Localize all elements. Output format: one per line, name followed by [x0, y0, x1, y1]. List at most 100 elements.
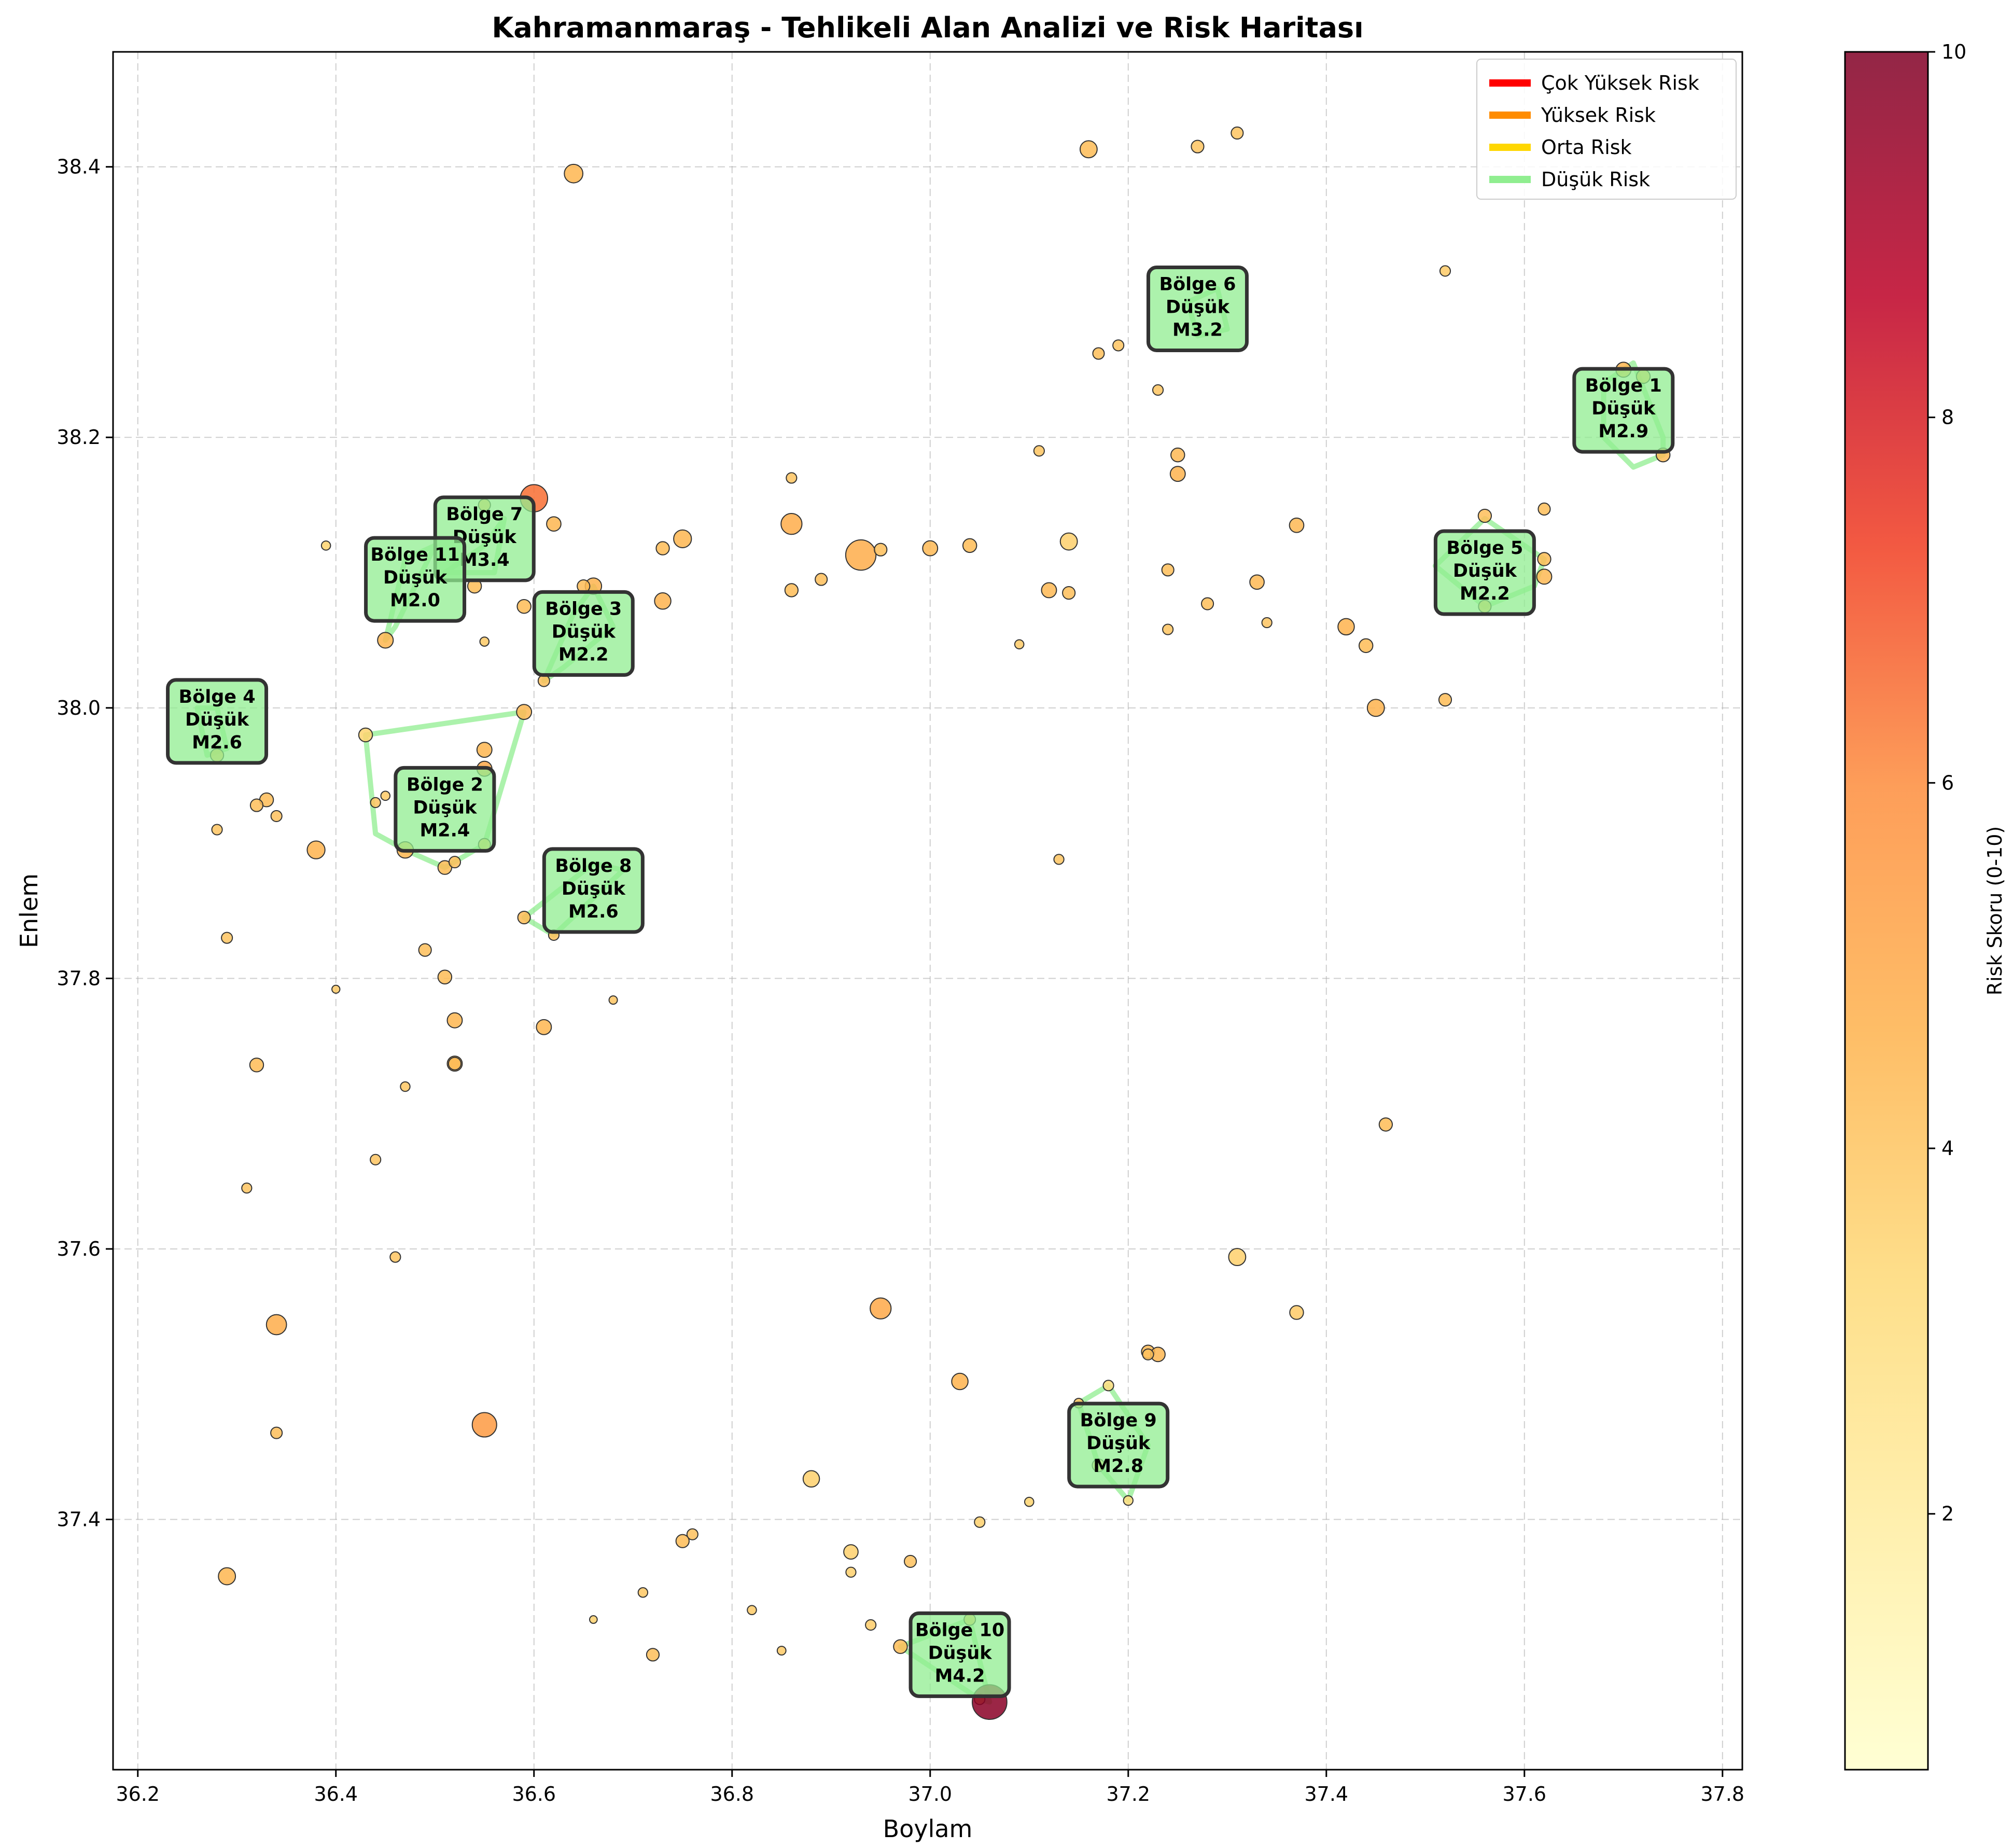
- earthquake-point: [320, 540, 331, 551]
- earthquake-point: [1378, 1117, 1393, 1132]
- earthquake-point: [1537, 552, 1551, 566]
- earthquake-point: [922, 540, 939, 557]
- earthquake-point: [786, 472, 798, 484]
- zone-label-box: [364, 536, 467, 623]
- zone-magnitude: M3.2: [1172, 319, 1223, 340]
- x-axis-label: Boylam: [883, 1815, 973, 1843]
- earthquake-point: [380, 790, 391, 801]
- zone-risk-level: Düşük: [552, 621, 616, 642]
- earthquake-point: [1228, 1248, 1247, 1267]
- earthquake-point: [516, 599, 532, 614]
- earthquake-point: [1079, 140, 1098, 159]
- earthquake-point: [974, 1516, 986, 1528]
- zone-magnitude: M2.9: [1598, 421, 1648, 442]
- earthquake-point: [537, 674, 550, 687]
- zone-name: Bölge 2: [407, 774, 483, 795]
- legend-label: Orta Risk: [1541, 136, 1632, 159]
- earthquake-point: [962, 538, 977, 553]
- y-tick-label: 37.4: [57, 1508, 101, 1531]
- y-axis-label: Enlem: [15, 873, 43, 948]
- earthquake-point: [448, 1057, 462, 1071]
- legend-box: [1476, 59, 1737, 200]
- earthquake-point: [211, 824, 223, 836]
- earthquake-point: [1152, 384, 1164, 396]
- zone-name: Bölge 6: [1159, 274, 1236, 295]
- earthquake-point: [446, 1012, 463, 1029]
- legend-label: Çok Yüksek Risk: [1541, 72, 1699, 94]
- earthquake-point: [608, 995, 618, 1005]
- earthquake-point: [516, 704, 533, 720]
- x-tick-label: 36.6: [512, 1783, 556, 1805]
- earthquake-point: [1201, 597, 1214, 610]
- earthquake-point: [400, 1081, 411, 1092]
- earthquake-point: [564, 163, 584, 184]
- earthquake-point: [1142, 1348, 1154, 1360]
- x-axis-ticks: 36.2 36.4 36.6 36.8 37.0 37.2 37.4 37.6 37.8: [116, 1770, 1744, 1805]
- x-tick-label: 37.2: [1106, 1783, 1150, 1805]
- plot-frame: [112, 51, 1743, 1771]
- zone-label-box: [908, 1611, 1011, 1698]
- earthquake-point: [249, 1058, 264, 1073]
- zone-label-box: [394, 766, 496, 853]
- zone-risk-level: Düşük: [1453, 561, 1517, 581]
- earthquake-point: [471, 1412, 497, 1438]
- colorbar-tick-label: 2: [1941, 1503, 1954, 1525]
- x-tick-label: 36.4: [314, 1783, 358, 1805]
- y-tick-label: 38.0: [57, 697, 101, 719]
- earthquake-point: [845, 1566, 857, 1578]
- earthquake-point: [517, 910, 531, 925]
- zone-magnitude: M2.0: [390, 590, 440, 611]
- y-tick-label: 38.2: [57, 426, 101, 449]
- zone-risk-level: Düşük: [413, 797, 477, 818]
- earthquake-point: [747, 1605, 757, 1616]
- zone-name: Bölge 4: [179, 687, 256, 707]
- earthquake-point: [1337, 618, 1355, 636]
- earthquake-point: [802, 1470, 820, 1488]
- colorbar-tick-label: 8: [1941, 406, 1954, 429]
- colorbar-tick-label: 4: [1941, 1137, 1954, 1160]
- earthquake-point: [776, 1646, 787, 1656]
- earthquake-point: [893, 1639, 908, 1654]
- x-tick-label: 37.0: [908, 1783, 952, 1805]
- x-tick-label: 37.8: [1700, 1783, 1744, 1805]
- zone-magnitude: M2.6: [192, 732, 242, 753]
- earthquake-point: [1112, 339, 1125, 352]
- zone-magnitude: M2.2: [1460, 583, 1510, 604]
- zone-label-box: [1067, 1401, 1170, 1489]
- legend-label: Yüksek Risk: [1541, 104, 1656, 127]
- earthquake-point: [306, 840, 326, 859]
- zone-label-box: [542, 847, 645, 934]
- earthquake-point: [249, 798, 264, 812]
- earthquake-point: [1123, 1495, 1134, 1506]
- earthquake-points: [209, 126, 1671, 1720]
- earthquake-point: [1102, 1380, 1114, 1392]
- earthquake-point: [1289, 1305, 1304, 1320]
- earthquake-point: [370, 1154, 382, 1165]
- earthquake-point: [536, 1019, 552, 1035]
- earthquake-point: [655, 541, 670, 555]
- earthquake-point: [784, 583, 799, 598]
- earthquake-point: [1062, 586, 1076, 600]
- earthquake-point: [1537, 502, 1551, 516]
- zone-name: Bölge 11: [370, 545, 459, 565]
- zone-label-box: [166, 678, 269, 765]
- earthquake-point: [546, 516, 562, 532]
- earthquake-point: [358, 727, 373, 743]
- colorbar-tick-label: 6: [1941, 771, 1954, 794]
- zone-magnitude: M2.4: [420, 820, 470, 841]
- y-axis-ticks: 37.4 37.6 37.8 38.0 38.2 38.4: [57, 156, 113, 1531]
- x-tick-label: 36.2: [116, 1783, 160, 1805]
- earthquake-point: [1033, 445, 1045, 457]
- earthquake-point: [270, 1426, 283, 1439]
- earthquake-point: [637, 1587, 649, 1598]
- earthquake-point: [1014, 639, 1025, 650]
- earthquake-point: [646, 1648, 660, 1662]
